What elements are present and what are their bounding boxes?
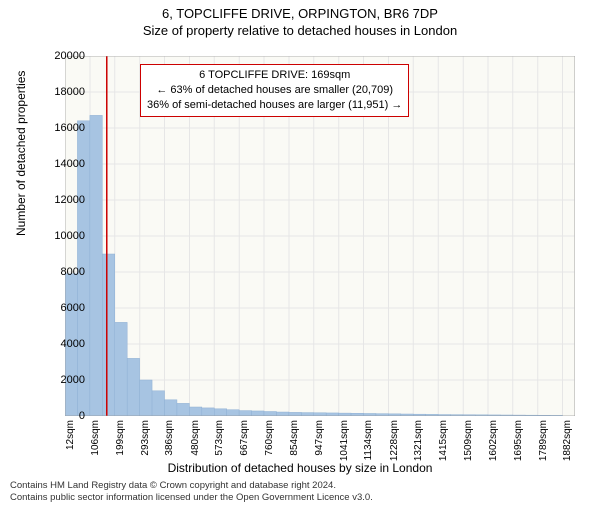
x-tick: 667sqm: [239, 420, 250, 456]
footer-line2: Contains public sector information licen…: [10, 492, 373, 503]
x-tick: 12sqm: [65, 420, 76, 450]
x-tick: 1695sqm: [513, 420, 524, 461]
x-tick: 854sqm: [289, 420, 300, 456]
y-tick: 16000: [45, 122, 85, 134]
y-tick: 12000: [45, 194, 85, 206]
annotation-line2: ← 63% of detached houses are smaller (20…: [147, 83, 402, 98]
y-tick: 8000: [45, 266, 85, 278]
annotation-box: 6 TOPCLIFFE DRIVE: 169sqm ← 63% of detac…: [140, 64, 409, 117]
x-axis-label: Distribution of detached houses by size …: [0, 461, 600, 475]
x-tick: 760sqm: [264, 420, 275, 456]
x-tick: 106sqm: [90, 420, 101, 456]
y-tick: 6000: [45, 302, 85, 314]
x-tick: 1789sqm: [538, 420, 549, 461]
y-tick: 2000: [45, 374, 85, 386]
x-tick: 1882sqm: [562, 420, 573, 461]
y-tick: 18000: [45, 86, 85, 98]
x-tick: 386sqm: [164, 420, 175, 456]
annotation-line1: 6 TOPCLIFFE DRIVE: 169sqm: [147, 68, 402, 83]
y-tick: 4000: [45, 338, 85, 350]
x-tick: 199sqm: [115, 420, 126, 456]
y-axis-label: Number of detached properties: [14, 71, 28, 236]
histogram-chart: 6 TOPCLIFFE DRIVE: 169sqm ← 63% of detac…: [65, 56, 575, 416]
footer-line1: Contains HM Land Registry data © Crown c…: [10, 480, 373, 491]
x-tick: 1228sqm: [389, 420, 400, 461]
title-line2: Size of property relative to detached ho…: [0, 23, 600, 38]
y-tick: 10000: [45, 230, 85, 242]
x-tick: 1041sqm: [339, 420, 350, 461]
y-tick: 20000: [45, 50, 85, 62]
x-tick: 480sqm: [190, 420, 201, 456]
x-tick: 1602sqm: [488, 420, 499, 461]
x-tick: 1134sqm: [363, 420, 374, 460]
x-tick: 1509sqm: [463, 420, 474, 461]
x-tick: 1415sqm: [438, 420, 449, 461]
x-tick: 573sqm: [214, 420, 225, 456]
x-tick: 293sqm: [140, 420, 151, 456]
x-tick: 1321sqm: [413, 420, 424, 461]
annotation-line3: 36% of semi-detached houses are larger (…: [147, 98, 402, 113]
x-tick: 947sqm: [314, 420, 325, 456]
title-line1: 6, TOPCLIFFE DRIVE, ORPINGTON, BR6 7DP: [0, 6, 600, 21]
y-tick: 14000: [45, 158, 85, 170]
